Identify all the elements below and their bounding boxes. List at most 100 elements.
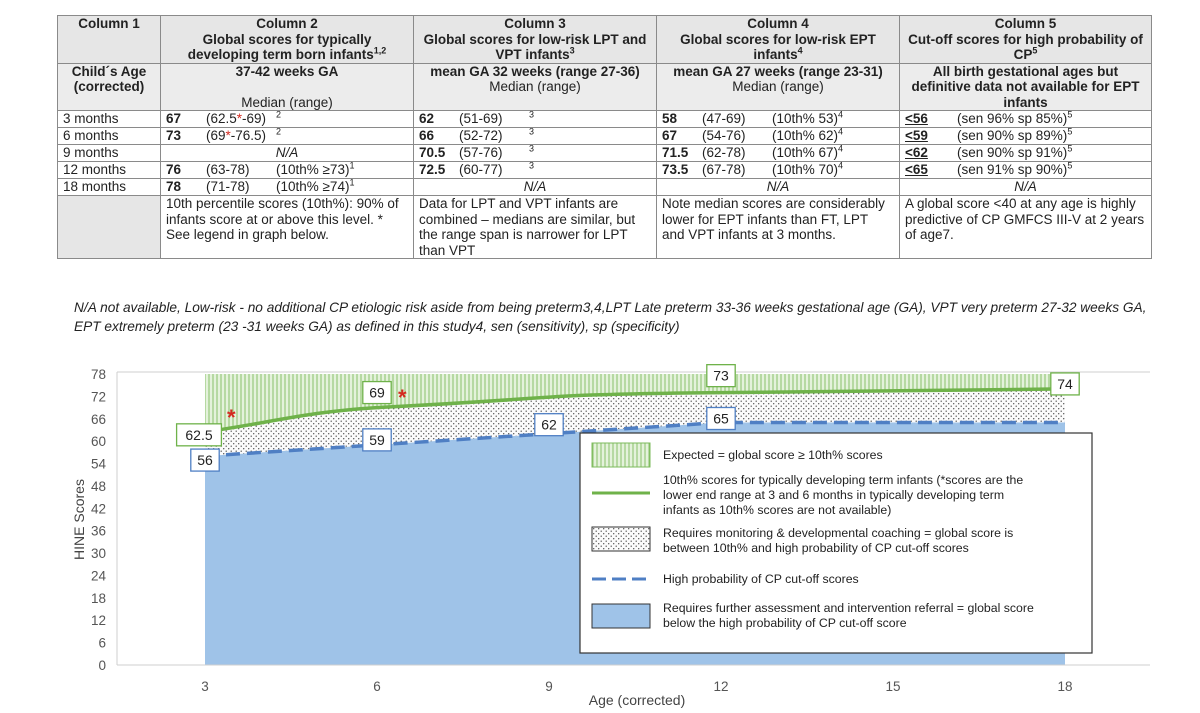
col4-header: Column 4 Global scores for low-risk EPT i…: [656, 15, 900, 64]
cp-cutoff-value-label: 56: [190, 448, 220, 472]
col1-header: Column 1: [57, 15, 161, 64]
y-tick-label: 60: [91, 434, 106, 449]
col5-subheader: All birth gestational ages but definitiv…: [899, 62, 1152, 111]
c2-cell: 73 (69*-76.5) 2: [160, 126, 414, 145]
age-cell: 6 months: [57, 127, 161, 145]
range-value: (52-72): [459, 128, 503, 143]
median-value: 78: [166, 179, 182, 194]
median-value: 67: [166, 111, 182, 126]
col5-note: A global score <40 at any age is highly …: [899, 195, 1152, 259]
ref-sup: 3: [529, 109, 535, 120]
ref-sup: 5: [1067, 126, 1073, 137]
cp-cutoff-value-label: 59: [362, 428, 392, 452]
c5-cell: <59 (sen 90% sp 89%)5: [899, 126, 1152, 145]
age-cell: 12 months: [57, 161, 161, 179]
c3-cell: 66 (52-72) 3: [413, 126, 657, 145]
y-tick-label: 72: [91, 389, 106, 404]
c5-cell: <65 (sen 91% sp 90%)5: [899, 160, 1152, 179]
median-value: 66: [419, 128, 435, 143]
value-box-text: 62.5: [185, 427, 212, 443]
tenth-percentile-value-label: 74: [1050, 372, 1080, 396]
cutoff-value: <56: [905, 111, 928, 126]
tenth-percentile-value-label: 69: [362, 380, 392, 405]
x-tick-label: 12: [713, 679, 728, 694]
na-value: N/A: [1014, 179, 1037, 194]
ref-sup: 3: [529, 126, 535, 137]
ref-sup: 4: [838, 109, 844, 120]
y-tick-label: 6: [98, 636, 106, 651]
c3-cell: N/A: [413, 178, 657, 196]
col3-subheader: mean GA 32 weeks (range 27-36) Median (ra…: [413, 62, 657, 111]
value-box-frame: [706, 406, 736, 431]
c5-cell: <56 (sen 96% sp 85%)5: [899, 109, 1152, 128]
value-box-frame: [1050, 372, 1080, 396]
c3-cell: 70.5 (57-76) 3: [413, 143, 657, 162]
legend-dots-label: Requires monitoring & developmental coac…: [663, 526, 1013, 555]
legend-expected-swatch: [591, 442, 651, 468]
table-header-row: Column 1 Column 2 Global scores for typic…: [57, 15, 1152, 64]
table-row: 6 months 73 (69*-76.5) 2 66 (52-72) 3 67 (54-76)…: [57, 126, 1152, 145]
p10-value: (10th% ≥74): [276, 179, 350, 194]
value-box-frame: [534, 413, 564, 437]
ref-sup: 3: [529, 160, 535, 171]
legend-blue-area-label: Requires further assessment and interven…: [663, 601, 1034, 630]
asterisk-marker: *: [398, 385, 407, 410]
range-value: (63-78): [206, 162, 250, 177]
median-value: 72.5: [419, 162, 446, 177]
median-value: 73: [166, 128, 182, 143]
c4-cell: N/A: [656, 178, 900, 196]
median-value: 58: [662, 111, 678, 126]
c5-cell: N/A: [899, 178, 1152, 196]
p10-value: (10th% 70): [772, 162, 839, 177]
x-tick-label: 3: [201, 679, 209, 694]
legend-text-line: between 10th% and high probability of CP…: [663, 541, 969, 555]
table-row: 9 months N/A 70.5 (57-76) 3 71.5 (62-78) (10th%…: [57, 143, 1152, 162]
y-tick-label: 30: [91, 546, 106, 561]
c4-cell: 71.5 (62-78) (10th% 67)4: [656, 143, 900, 162]
age-cell: 3 months: [57, 110, 161, 128]
c2-cell: 78 (71-78) (10th% ≥74)1: [160, 178, 414, 196]
range-value: (71-78): [206, 179, 250, 194]
legend-text-line: Expected = global score ≥ 10th% scores: [663, 448, 883, 462]
legend-dashed-line-label: High probability of CP cut-off scores: [663, 572, 859, 586]
range-value: (62.5*-69): [206, 111, 267, 126]
ref-sup: 3: [529, 143, 535, 154]
col2-header: Column 2 Global scores for typically deve…: [160, 15, 414, 64]
ref-sup: 5: [1067, 109, 1073, 120]
ref-sup: 5: [1067, 160, 1073, 171]
range-value: (54-76): [702, 128, 746, 143]
legend-dots-swatch: [591, 526, 651, 552]
y-axis-label: HINE Scores: [71, 479, 87, 560]
x-tick-label: 9: [545, 679, 553, 694]
y-tick-label: 54: [91, 457, 107, 472]
y-tick-label: 48: [91, 479, 106, 494]
age-header: Child´s Age (corrected): [57, 62, 161, 111]
legend-text-line: below the high probability of CP cut-off…: [663, 616, 907, 630]
value-box-text: 74: [1057, 376, 1073, 392]
x-tick-label: 18: [1057, 679, 1072, 694]
value-box-text: 65: [713, 411, 729, 427]
y-tick-label: 78: [91, 367, 106, 382]
col2-subheader: 37-42 weeks GA Median (range): [160, 62, 414, 111]
tenth-percentile-value-label: 62.5: [175, 423, 223, 447]
table-notes-row: 10th percentile scores (10th%): 90% of i…: [57, 195, 1152, 259]
value-box-text: 69: [369, 385, 385, 401]
value-box-text: 59: [369, 432, 385, 448]
range-value: (67-78): [702, 162, 746, 177]
ref-sup: 4: [838, 143, 844, 154]
tenth-percentile-line: [204, 387, 1066, 434]
sensitivity-value: (sen 90% sp 89%): [957, 128, 1068, 143]
ref-sup: 1: [349, 160, 355, 171]
legend-text-line: infants as 10th% scores are not availabl…: [663, 503, 891, 517]
value-box-frame: [190, 448, 220, 472]
ref-sup: 4: [838, 160, 844, 171]
ref-sup: 4: [838, 126, 844, 137]
c4-cell: 58 (47-69) (10th% 53)4: [656, 109, 900, 128]
p10-value: (10th% 67): [772, 145, 839, 160]
c3-cell: 62 (51-69) 3: [413, 109, 657, 128]
ref-sup: 5: [1067, 143, 1073, 154]
ref-sup: 2: [276, 126, 282, 137]
p10-value: (10th% 62): [772, 128, 839, 143]
sensitivity-value: (sen 96% sp 85%): [957, 111, 1068, 126]
